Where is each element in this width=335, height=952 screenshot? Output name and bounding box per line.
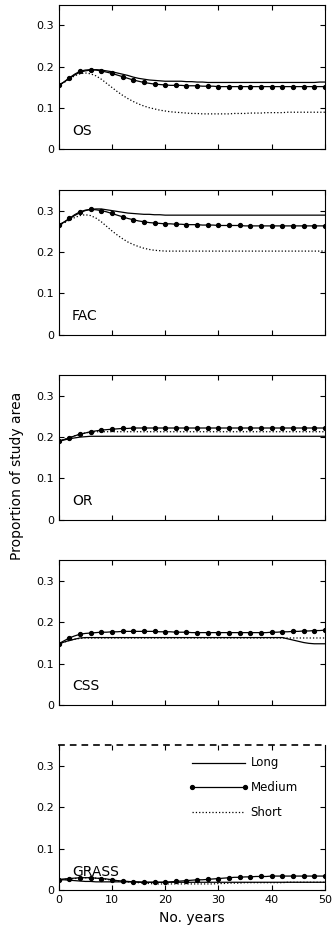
Text: FAC: FAC (72, 309, 98, 323)
Text: Long: Long (250, 756, 279, 769)
Text: Short: Short (250, 805, 282, 819)
Text: Proportion of study area: Proportion of study area (10, 392, 24, 560)
Text: GRASS: GRASS (72, 864, 119, 879)
Text: OR: OR (72, 494, 92, 508)
X-axis label: No. years: No. years (159, 910, 224, 924)
Text: Medium: Medium (250, 781, 297, 794)
Text: CSS: CSS (72, 680, 99, 693)
Text: OS: OS (72, 124, 91, 138)
